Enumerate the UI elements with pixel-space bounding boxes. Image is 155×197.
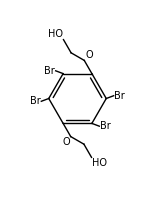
Text: Br: Br (114, 91, 125, 101)
Text: O: O (85, 50, 93, 59)
Text: Br: Br (44, 66, 55, 76)
Text: HO: HO (92, 158, 107, 168)
Text: O: O (62, 138, 70, 147)
Text: HO: HO (48, 29, 63, 39)
Text: Br: Br (30, 96, 41, 106)
Text: Br: Br (100, 121, 111, 131)
